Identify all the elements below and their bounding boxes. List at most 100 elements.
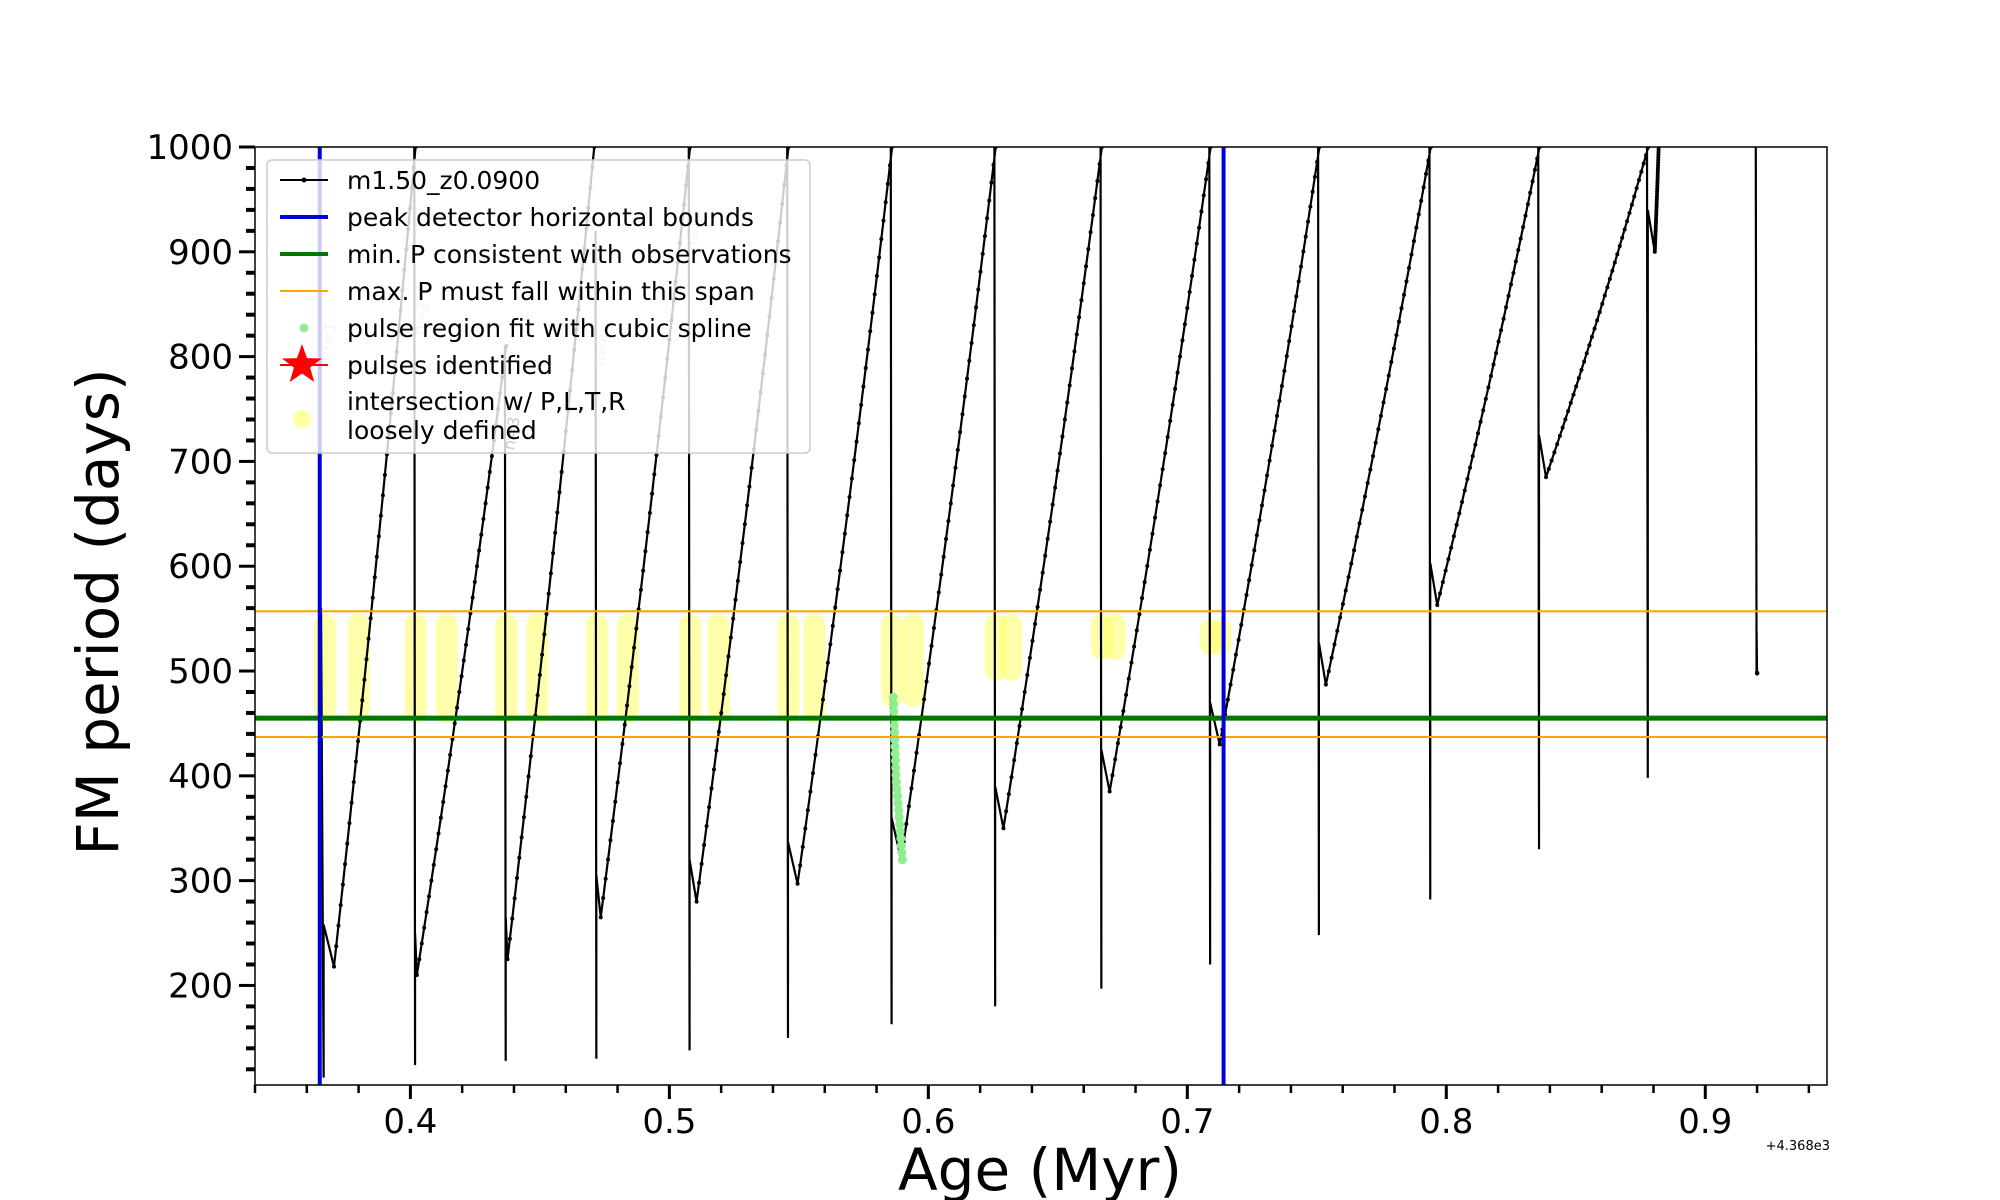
series-point-c1-12 [443, 784, 448, 789]
series-point-c12-35 [1634, 186, 1639, 191]
series-point-c8-37 [1201, 193, 1206, 198]
series-point-c9-37 [1310, 189, 1315, 194]
series-point-c7-24 [1062, 417, 1067, 422]
series-point-c5-35 [879, 237, 884, 242]
series-point-c12-20 [1597, 310, 1602, 315]
legend-label-pulses: pulses identified [347, 351, 553, 380]
series-point-c12-13 [1579, 367, 1584, 372]
series-point-c12-11 [1574, 384, 1579, 389]
series-point-c8-27 [1178, 354, 1183, 359]
series-point-c1-31 [485, 485, 490, 490]
series-point-c2-21 [553, 530, 558, 535]
series-point-c5-7 [813, 752, 818, 757]
series-point-c1-14 [448, 752, 453, 757]
series-point-c10-5 [1338, 615, 1343, 620]
series-point-c5-13 [828, 642, 833, 647]
series-point-c1-11 [441, 800, 446, 805]
legend-marker-spline [299, 323, 309, 333]
series-point-c3-18 [641, 568, 646, 573]
series-point-c0-1 [334, 944, 339, 949]
series-point-c6-10 [924, 679, 929, 684]
series-point-c9-38 [1312, 174, 1317, 179]
series-point-c5-22 [849, 476, 854, 481]
series-point-c7-36 [1090, 213, 1095, 218]
series-point-c8-13 [1142, 580, 1147, 585]
series-point-c7-39 [1097, 162, 1102, 167]
series-point-c9-6 [1233, 652, 1238, 657]
series-point-c11-14 [1473, 442, 1478, 447]
series-point-c12-25 [1610, 268, 1615, 273]
series-point-c0-23 [380, 493, 385, 498]
series-point-c1-7 [431, 862, 436, 867]
series-point-c1-5 [427, 894, 432, 899]
series-point-c5-30 [868, 329, 873, 334]
series-point-c6-7 [917, 732, 922, 737]
y-tick-label-600: 600 [168, 547, 233, 587]
series-point-c10-9 [1349, 561, 1354, 566]
series-point-c9-22 [1275, 413, 1280, 418]
series-point-c8-10 [1134, 628, 1139, 633]
series-point-c5-24 [854, 439, 859, 444]
series-point-c6-28 [967, 358, 972, 363]
series-point-c6-35 [982, 234, 987, 239]
series-point-c10-16 [1368, 467, 1373, 472]
spline-point-13 [892, 784, 902, 794]
series-point-c3-4 [608, 838, 613, 843]
series-point-c9-8 [1239, 622, 1244, 627]
legend-marker-intersection [293, 410, 311, 428]
series-point-c1-30 [483, 501, 488, 506]
series-point-c5-28 [863, 366, 868, 371]
legend-label-intersection-line2: loosely defined [347, 416, 537, 445]
series-point-c4-23 [749, 465, 754, 470]
series-point-c7-34 [1086, 247, 1091, 252]
legend-label-intersection: intersection w/ P,L,T,R [347, 387, 626, 416]
series-point-c8-39 [1206, 161, 1211, 166]
series-point-c6-30 [971, 323, 976, 328]
series-point-c4-3 [702, 842, 707, 847]
series-point-c0-14 [362, 677, 367, 682]
axes: 0.4 0.5 0.6 0.7 0.8 0.9 200 300 400 500 600 700 800 9… [146, 128, 1828, 1142]
series-point-c4-1 [697, 880, 702, 885]
legend-label-spline: pulse region fit with cubic spline [347, 314, 752, 343]
spline-point-11 [891, 770, 901, 780]
series-point-c12-19 [1595, 318, 1600, 323]
series-point-c1-4 [424, 910, 429, 915]
series-point-c0-13 [360, 698, 365, 703]
spline-point-2 [889, 706, 899, 716]
series-point-c10-34 [1414, 225, 1419, 230]
series-point-c9-25 [1282, 369, 1287, 374]
series-point-c11-32 [1518, 236, 1523, 241]
series-point-c10-11 [1354, 534, 1359, 539]
series-point-c1-18 [457, 689, 462, 694]
series-point-c7-6 [1017, 724, 1022, 729]
series-point-c7-8 [1022, 689, 1027, 694]
series-point-c3-20 [645, 530, 650, 535]
series-point-c6-22 [953, 465, 958, 470]
series-point-c0-2 [336, 923, 341, 928]
y-tick-label-500: 500 [168, 652, 233, 692]
series-point-c3-21 [647, 510, 652, 515]
series-point-c12-17 [1589, 334, 1594, 339]
series-point-c10-7 [1343, 588, 1348, 593]
series-point-c0-4 [340, 882, 345, 887]
series-point-c10-27 [1396, 319, 1401, 324]
series-point-c7-1 [1004, 809, 1009, 814]
series-point-c2-4 [514, 876, 519, 881]
series-point-c5-36 [881, 218, 886, 223]
series-point-c6-13 [931, 626, 936, 631]
series-point-c2-18 [546, 591, 551, 596]
series-point-c11-37 [1530, 179, 1535, 184]
y-tick-label-700: 700 [168, 442, 233, 482]
series-point-c4-7 [711, 767, 716, 772]
series-point-c7-30 [1077, 315, 1082, 320]
series-point-c12-2 [1549, 458, 1554, 463]
series-point-c5-11 [823, 679, 828, 684]
series-point-c7-26 [1067, 383, 1072, 388]
series-point-c11-33 [1521, 225, 1526, 230]
series-point-c6-38 [989, 180, 994, 185]
series-point-c1-24 [470, 595, 475, 600]
series-point-c2-22 [555, 510, 560, 515]
series-point-c12-33 [1629, 202, 1634, 207]
series-point-c12-14 [1582, 359, 1587, 364]
series-point-c0-5 [343, 862, 348, 867]
